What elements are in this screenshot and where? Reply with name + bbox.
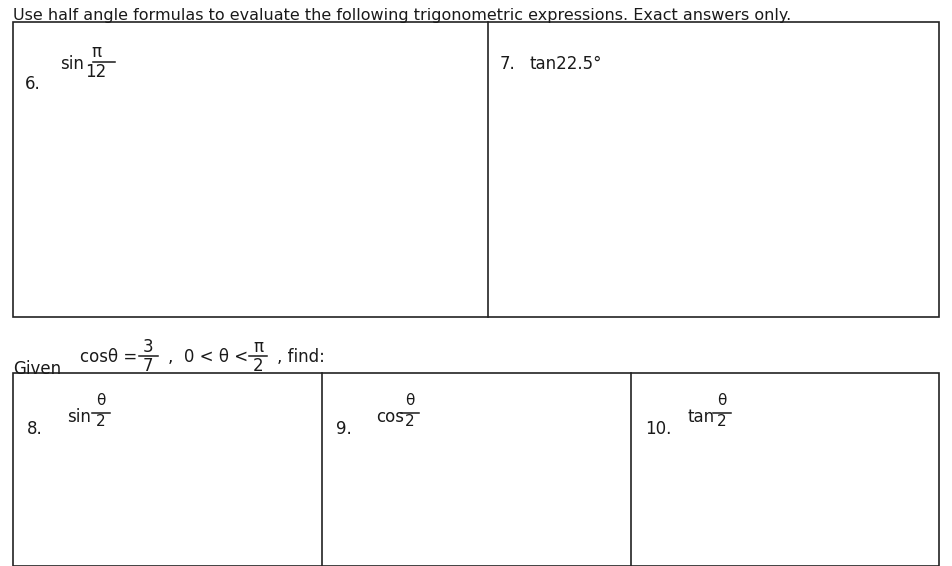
Text: Given: Given [13,360,61,378]
Bar [13,373,939,566]
Text: 2: 2 [717,414,726,429]
Text: , find:: , find: [277,348,325,366]
Text: 9.: 9. [336,420,351,438]
Text: π: π [91,43,101,61]
Text: 3: 3 [143,338,153,356]
Text: ,  0 < θ <: , 0 < θ < [168,348,248,366]
Text: 10.: 10. [645,420,671,438]
Text: 7: 7 [143,357,153,375]
Text: θ: θ [96,393,106,408]
Text: tan22.5°: tan22.5° [530,55,603,73]
Text: sin: sin [60,55,84,73]
Text: π: π [253,338,263,356]
Text: tan: tan [688,408,715,426]
Text: 6.: 6. [25,75,41,93]
Text: θ: θ [406,393,415,408]
Text: θ: θ [717,393,726,408]
Text: 12: 12 [86,63,107,81]
Text: sin: sin [67,408,90,426]
Text: 2: 2 [96,414,106,429]
Text: cosθ =: cosθ = [80,348,137,366]
Text: 2: 2 [252,357,264,375]
Text: 8.: 8. [27,420,43,438]
Text: Use half angle formulas to evaluate the following trigonometric expressions. Exa: Use half angle formulas to evaluate the … [13,8,791,23]
Bar [13,22,939,317]
Text: cos: cos [376,408,404,426]
Text: 2: 2 [406,414,415,429]
Text: 7.: 7. [500,55,516,73]
